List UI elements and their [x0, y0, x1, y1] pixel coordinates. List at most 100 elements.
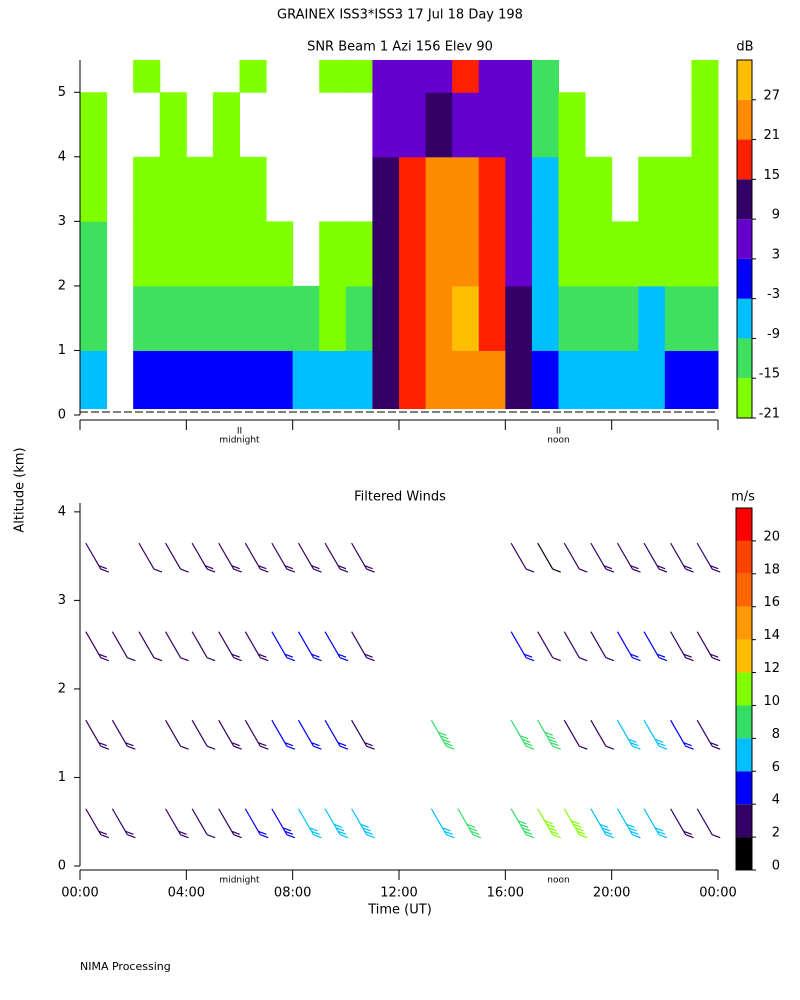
annotation: noon	[547, 876, 569, 886]
snr-cell	[531, 221, 559, 287]
wind-barb	[218, 719, 242, 750]
snr-cell	[80, 350, 108, 410]
wind-barb	[537, 719, 561, 750]
colorbar-band	[737, 298, 752, 339]
snr-cell	[691, 156, 719, 222]
wind-barb	[191, 542, 216, 573]
snr-cell	[80, 221, 108, 287]
wind-barb	[218, 808, 242, 839]
wind-barb	[696, 808, 721, 839]
y-tick-label: 3	[58, 593, 66, 608]
wind-barb	[563, 808, 588, 839]
wind-barb	[563, 631, 588, 662]
colorbar-band	[736, 804, 752, 838]
wind-barb	[670, 542, 694, 573]
colorbar-band	[737, 258, 752, 299]
wind-barb	[696, 631, 721, 662]
snr-cell	[531, 285, 559, 351]
snr-cell	[399, 350, 427, 410]
wind-barb	[165, 808, 189, 839]
colorbar-tick-label: 18	[763, 562, 780, 577]
colorbar-tick-label: 4	[772, 793, 780, 808]
snr-cell	[452, 285, 480, 351]
snr-cell	[186, 221, 214, 287]
snr-cell	[452, 221, 480, 287]
y-tick-label: 2	[58, 278, 66, 293]
snr-cell	[664, 285, 692, 351]
snr-cell	[664, 350, 692, 410]
colorbar-tick-label: -9	[767, 327, 780, 342]
snr-cell	[691, 350, 719, 410]
colorbar-tick-label: -21	[759, 407, 780, 422]
colorbar-band	[736, 837, 752, 870]
wind-barb	[643, 542, 668, 573]
colorbar-band	[737, 60, 752, 100]
snr-cell	[558, 285, 586, 351]
y-tick-label: 2	[58, 681, 66, 696]
x-tick-label: 04:00	[168, 886, 205, 901]
colorbar-tick-label: 27	[763, 88, 780, 103]
colorbar-band	[736, 573, 752, 607]
colorbar-band	[736, 738, 752, 772]
snr-cell	[133, 285, 161, 351]
snr-cell	[319, 221, 347, 287]
colorbar-band	[737, 338, 752, 379]
wind-barb	[324, 631, 349, 662]
snr-cell	[239, 60, 267, 93]
snr-cell	[478, 221, 506, 287]
snr-cell	[638, 285, 666, 351]
panel-title: SNR Beam 1 Azi 156 Elev 90	[307, 40, 493, 55]
wind-barb	[218, 542, 242, 573]
colorbar-tick-label: 12	[763, 661, 780, 676]
x-tick-label: 00:00	[61, 886, 98, 901]
x-tick-label: 20:00	[593, 886, 630, 901]
snr-cell	[505, 60, 533, 93]
colorbar-band	[736, 771, 752, 805]
wind-barb	[670, 808, 694, 839]
snr-cell	[691, 221, 719, 287]
colorbar-band	[736, 639, 752, 673]
snr-cell	[505, 92, 533, 158]
snr-cell	[266, 350, 294, 410]
panel-title: Filtered Winds	[354, 490, 446, 505]
wind-barb	[244, 719, 269, 750]
y-tick-label: 4	[58, 149, 66, 164]
snr-cell	[531, 350, 559, 410]
wind-barb	[85, 719, 110, 750]
snr-cell	[372, 350, 400, 410]
snr-cell	[611, 221, 639, 287]
wind-barb	[510, 631, 535, 662]
snr-cell	[80, 156, 108, 222]
snr-cell	[585, 350, 613, 410]
snr-cell	[345, 221, 373, 287]
wind-barb	[271, 542, 296, 573]
snr-cell	[399, 60, 427, 93]
snr-cell	[212, 285, 240, 351]
colorbar-band	[736, 606, 752, 640]
wind-barb	[616, 719, 641, 750]
wind-barb	[510, 542, 535, 573]
wind-barb	[191, 808, 216, 839]
snr-cell	[664, 221, 692, 287]
wind-barb	[111, 719, 136, 750]
snr-cell	[80, 285, 108, 351]
snr-cell	[133, 60, 161, 93]
wind-barb	[138, 542, 163, 573]
wind-barb	[191, 631, 216, 662]
snr-cell	[319, 350, 347, 410]
wind-barb	[297, 808, 322, 839]
snr-cell	[585, 221, 613, 287]
wind-barb	[563, 542, 588, 573]
annotation: midnight	[219, 876, 260, 886]
snr-cell	[186, 350, 214, 410]
snr-cell	[159, 156, 187, 222]
colorbar-tick-label: -15	[759, 367, 780, 382]
wind-barb	[696, 542, 721, 573]
wind-barb	[244, 542, 269, 573]
snr-cell	[478, 285, 506, 351]
page-title: GRAINEX ISS3*ISS3 17 Jul 18 Day 198	[277, 8, 523, 23]
wind-barb	[165, 719, 189, 750]
colorbar-tick-label: 2	[772, 826, 780, 841]
wind-barb	[537, 808, 561, 839]
snr-cell	[478, 92, 506, 158]
